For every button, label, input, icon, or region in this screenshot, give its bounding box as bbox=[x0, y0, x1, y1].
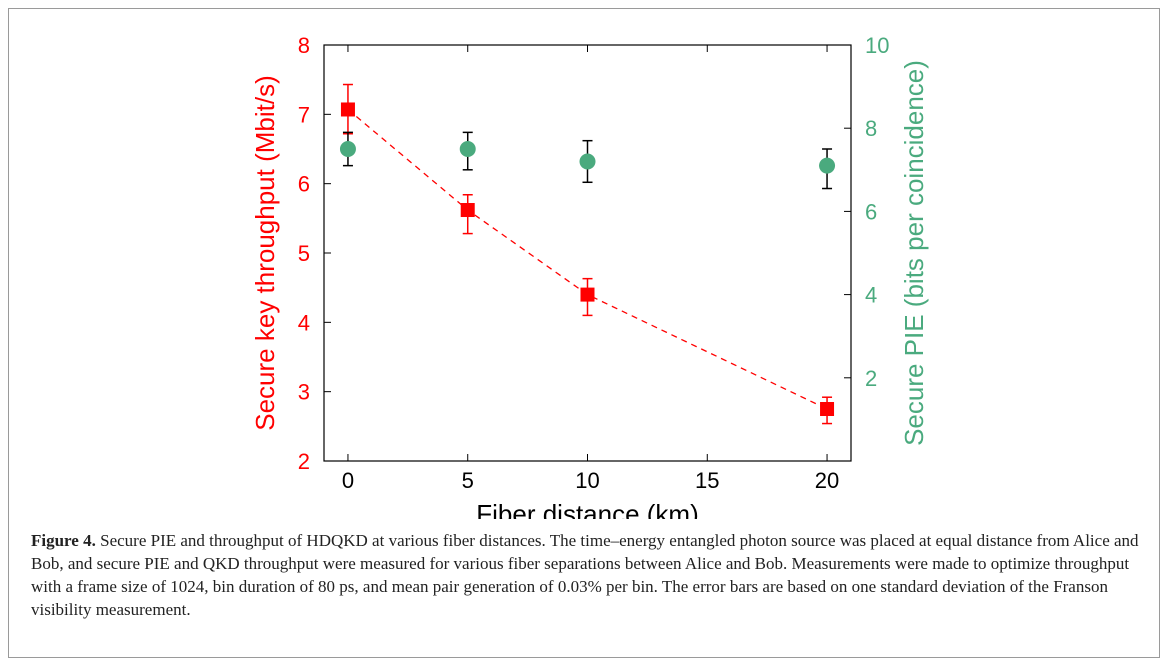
y-right-tick-label: 4 bbox=[865, 283, 877, 308]
caption-text: Secure PIE and throughput of HDQKD at va… bbox=[31, 531, 1139, 619]
y-left-tick-label: 8 bbox=[298, 33, 310, 58]
y-left-axis-title: Secure key throughput (Mbit/s) bbox=[250, 75, 280, 431]
y-left-tick-label: 3 bbox=[298, 380, 310, 405]
y-left-tick-label: 2 bbox=[298, 449, 310, 474]
series-0-fit-line bbox=[347, 108, 828, 410]
series-1-point bbox=[459, 141, 476, 157]
series-1-point bbox=[819, 157, 836, 174]
series-0-point bbox=[820, 402, 835, 416]
series-1-point bbox=[579, 153, 596, 170]
throughput-pie-chart: 0 5 10 15 20 2 3 4 5 6 7 8 2 4 6 8 10 Fiber distance (km)… bbox=[250, 33, 929, 519]
caption-label: Figure 4. bbox=[31, 531, 96, 550]
x-axis-title: Fiber distance (km) bbox=[476, 499, 699, 519]
y-left-tick-label: 5 bbox=[298, 241, 310, 266]
y-right-axis-title: Secure PIE (bits per coincidence) bbox=[899, 60, 929, 446]
x-tick-label: 20 bbox=[815, 468, 839, 493]
figure-caption: Figure 4. Secure PIE and throughput of H… bbox=[31, 529, 1146, 621]
plot-frame bbox=[323, 44, 852, 462]
series-0-point bbox=[580, 287, 595, 302]
y-right-tick-label: 6 bbox=[865, 199, 877, 224]
x-tick-label: 0 bbox=[342, 468, 354, 493]
y-right-tick-label: 10 bbox=[865, 33, 889, 58]
y-left-tick-label: 4 bbox=[298, 310, 310, 335]
series-0-point bbox=[340, 102, 355, 117]
x-tick-label: 5 bbox=[462, 468, 474, 493]
y-right-tick-label: 2 bbox=[865, 366, 877, 391]
y-left-tick-label: 7 bbox=[298, 102, 310, 127]
y-right-tick-label: 8 bbox=[865, 116, 877, 141]
x-tick-label: 15 bbox=[695, 468, 719, 493]
x-tick-label: 10 bbox=[575, 468, 599, 493]
series-1-point bbox=[339, 141, 356, 157]
figure-container: 0 5 10 15 20 2 3 4 5 6 7 8 2 4 6 8 10 Fiber distance (km)… bbox=[8, 8, 1160, 658]
series-0-point bbox=[460, 203, 475, 218]
y-left-tick-label: 6 bbox=[298, 172, 310, 197]
